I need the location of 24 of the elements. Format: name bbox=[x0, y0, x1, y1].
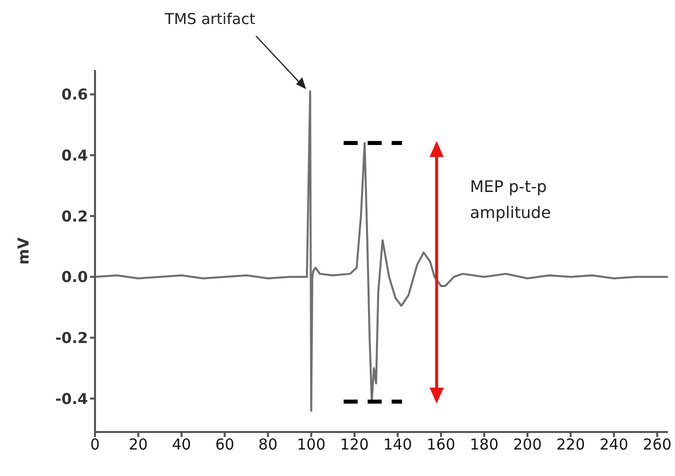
x-tick-label: 120 bbox=[340, 436, 369, 454]
line-series bbox=[95, 90, 668, 412]
y-tick-label: -0.4 bbox=[55, 390, 88, 408]
x-tick-label: 40 bbox=[172, 436, 192, 454]
y-tick-label: 0.4 bbox=[61, 146, 88, 164]
x-tick-label: 140 bbox=[383, 436, 412, 454]
x-tick-label: 80 bbox=[258, 436, 278, 454]
x-tick-label: 240 bbox=[600, 436, 628, 454]
x-tick-label: 160 bbox=[426, 436, 456, 454]
x-tick-label: 200 bbox=[513, 436, 542, 454]
y-tick-label: 0.0 bbox=[61, 268, 88, 286]
x-tick-label: 20 bbox=[128, 436, 148, 454]
x-tick-label: 100 bbox=[296, 436, 326, 454]
x-tick-label: 220 bbox=[556, 436, 586, 454]
y-axis-title: mV bbox=[14, 236, 32, 265]
x-tick-label: 0 bbox=[90, 436, 100, 454]
y-tick-label: 0.6 bbox=[61, 86, 88, 104]
y-tick-label: 0.2 bbox=[61, 207, 88, 226]
x-tick-label: 180 bbox=[470, 436, 499, 454]
x-tick-label: 260 bbox=[642, 436, 672, 454]
x-tick-label: 60 bbox=[215, 436, 234, 454]
annotation: MEP p-t-p amplitude bbox=[470, 176, 552, 224]
y-tick-label: -0.2 bbox=[55, 329, 88, 348]
text: TMS artifact bbox=[164, 10, 256, 28]
